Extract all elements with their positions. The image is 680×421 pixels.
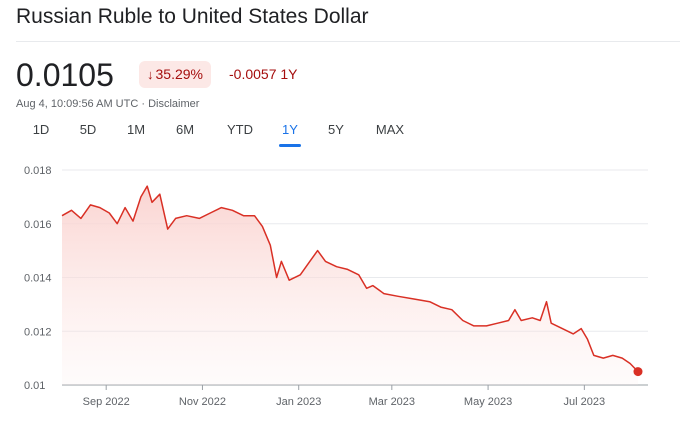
percent-change-value: 35.29% bbox=[155, 66, 203, 82]
x-tick-label: May 2023 bbox=[464, 396, 512, 408]
tab-6m[interactable]: 6M bbox=[175, 122, 195, 137]
page-title: Russian Ruble to United States Dollar bbox=[16, 5, 369, 28]
y-tick-label: 0.012 bbox=[24, 326, 52, 338]
x-tick-label: Nov 2022 bbox=[179, 396, 226, 408]
y-tick-label: 0.016 bbox=[24, 219, 52, 231]
tab-ytd[interactable]: YTD bbox=[227, 122, 253, 137]
percent-change-badge: ↓ 35.29% bbox=[139, 61, 211, 88]
timestamp-disclaimer[interactable]: Aug 4, 10:09:56 AM UTC · Disclaimer bbox=[16, 98, 200, 110]
tab-1y[interactable]: 1Y bbox=[279, 122, 301, 147]
tab-5d[interactable]: 5D bbox=[79, 122, 97, 137]
y-tick-label: 0.014 bbox=[24, 273, 52, 285]
tab-max[interactable]: MAX bbox=[375, 122, 405, 137]
current-price: 0.0105 bbox=[16, 57, 114, 93]
tab-1m[interactable]: 1M bbox=[126, 122, 146, 137]
current-price-marker bbox=[633, 367, 643, 377]
down-arrow-icon: ↓ bbox=[147, 67, 154, 82]
x-tick-label: Jul 2023 bbox=[564, 396, 606, 408]
tab-1d[interactable]: 1D bbox=[32, 122, 50, 137]
x-tick-label: Mar 2023 bbox=[369, 396, 415, 408]
x-tick-label: Sep 2022 bbox=[83, 396, 130, 408]
time-range-tabs: 1D 5D 1M 6M YTD 1Y 5Y MAX bbox=[0, 122, 680, 148]
y-tick-label: 0.01 bbox=[24, 380, 45, 392]
title-divider bbox=[16, 41, 680, 42]
absolute-change: -0.0057 1Y bbox=[229, 66, 298, 82]
tab-5y[interactable]: 5Y bbox=[328, 122, 344, 137]
y-tick-label: 0.018 bbox=[24, 165, 52, 177]
price-chart[interactable]: 0.018 0.016 0.014 0.012 0.01 Sep 2022 Nov 2022… bbox=[0, 150, 680, 421]
price-area-fill bbox=[62, 186, 638, 385]
price-line bbox=[61, 185, 639, 373]
active-tab-indicator bbox=[279, 144, 301, 147]
x-tick-label: Jan 2023 bbox=[276, 396, 321, 408]
